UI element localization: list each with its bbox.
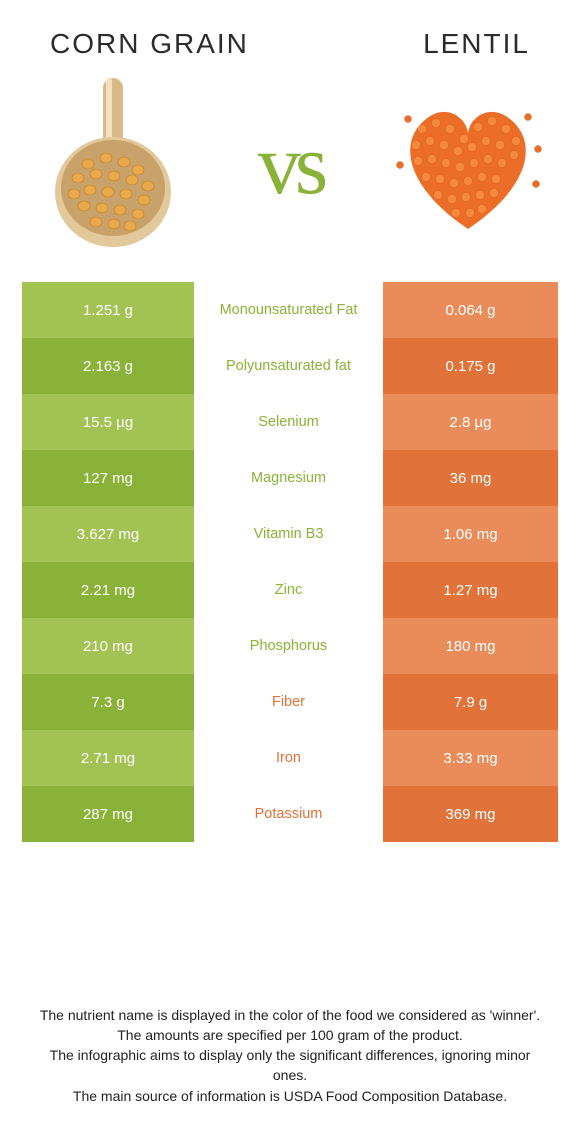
corn-grain-image bbox=[30, 74, 195, 254]
corn-value: 2.21 mg bbox=[22, 562, 194, 618]
table-row: 2.21 mgZinc1.27 mg bbox=[22, 562, 558, 618]
corn-value: 2.71 mg bbox=[22, 730, 194, 786]
corn-value: 210 mg bbox=[22, 618, 194, 674]
lentil-value: 0.064 g bbox=[383, 282, 558, 338]
food-title-corn: corn grain bbox=[50, 28, 249, 60]
nutrient-label: Zinc bbox=[194, 562, 383, 618]
lentil-value: 180 mg bbox=[383, 618, 558, 674]
nutrient-label: Polyunsaturated fat bbox=[194, 338, 383, 394]
food-title-lentil: Lentil bbox=[423, 28, 530, 60]
hero-row: vs bbox=[30, 74, 550, 254]
table-row: 3.627 mgVitamin B31.06 mg bbox=[22, 506, 558, 562]
nutrient-label: Magnesium bbox=[194, 450, 383, 506]
nutrient-label: Vitamin B3 bbox=[194, 506, 383, 562]
footer-line: The nutrient name is displayed in the co… bbox=[32, 1005, 548, 1025]
lentil-value: 369 mg bbox=[383, 786, 558, 842]
footer-line: The amounts are specified per 100 gram o… bbox=[32, 1025, 548, 1045]
lentil-image bbox=[385, 74, 550, 254]
lentil-value: 36 mg bbox=[383, 450, 558, 506]
footer-line: The main source of information is USDA F… bbox=[32, 1086, 548, 1106]
lentil-value: 1.27 mg bbox=[383, 562, 558, 618]
table-row: 15.5 µgSelenium2.8 µg bbox=[22, 394, 558, 450]
corn-value: 15.5 µg bbox=[22, 394, 194, 450]
corn-value: 3.627 mg bbox=[22, 506, 194, 562]
vs-text: vs bbox=[258, 121, 322, 207]
nutrient-label: Fiber bbox=[194, 674, 383, 730]
table-row: 1.251 gMonounsaturated Fat0.064 g bbox=[22, 282, 558, 338]
heart-icon bbox=[388, 89, 548, 239]
corn-value: 287 mg bbox=[22, 786, 194, 842]
corn-value: 7.3 g bbox=[22, 674, 194, 730]
nutrient-label: Monounsaturated Fat bbox=[194, 282, 383, 338]
spoon-icon bbox=[38, 74, 188, 254]
lentil-value: 1.06 mg bbox=[383, 506, 558, 562]
table-row: 2.163 gPolyunsaturated fat0.175 g bbox=[22, 338, 558, 394]
lentil-value: 7.9 g bbox=[383, 674, 558, 730]
table-row: 127 mgMagnesium36 mg bbox=[22, 450, 558, 506]
lentil-value: 3.33 mg bbox=[383, 730, 558, 786]
table-row: 7.3 gFiber7.9 g bbox=[22, 674, 558, 730]
table-row: 210 mgPhosphorus180 mg bbox=[22, 618, 558, 674]
comparison-table: 1.251 gMonounsaturated Fat0.064 g2.163 g… bbox=[22, 282, 558, 842]
nutrient-label: Potassium bbox=[194, 786, 383, 842]
corn-value: 1.251 g bbox=[22, 282, 194, 338]
table-row: 287 mgPotassium369 mg bbox=[22, 786, 558, 842]
lentil-value: 2.8 µg bbox=[383, 394, 558, 450]
nutrient-label: Phosphorus bbox=[194, 618, 383, 674]
footer-notes: The nutrient name is displayed in the co… bbox=[22, 1005, 558, 1124]
nutrient-label: Iron bbox=[194, 730, 383, 786]
table-row: 2.71 mgIron3.33 mg bbox=[22, 730, 558, 786]
footer-line: The infographic aims to display only the… bbox=[32, 1045, 548, 1086]
nutrient-label: Selenium bbox=[194, 394, 383, 450]
corn-value: 2.163 g bbox=[22, 338, 194, 394]
corn-value: 127 mg bbox=[22, 450, 194, 506]
lentil-value: 0.175 g bbox=[383, 338, 558, 394]
header-row: corn grain Lentil bbox=[22, 28, 558, 60]
